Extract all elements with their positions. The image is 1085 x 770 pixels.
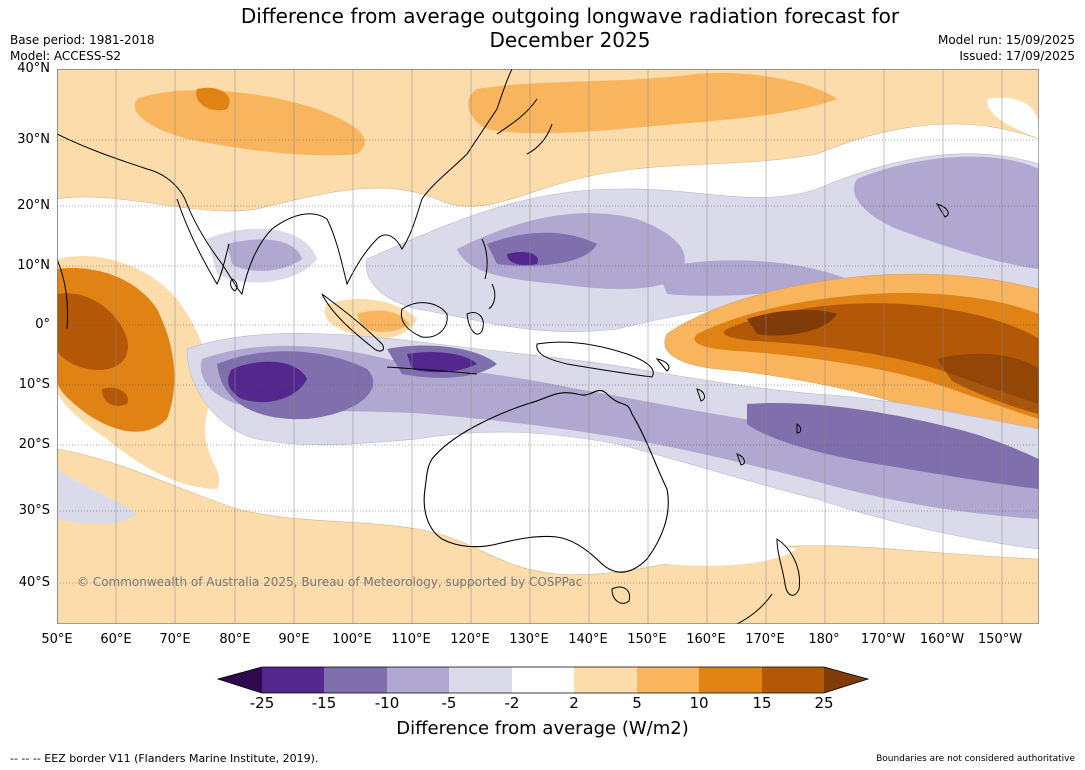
lon-label-70e: 70°E [159,632,191,647]
base-period: Base period: 1981-2018 [10,33,155,47]
lon-label-130e: 130°E [509,632,549,647]
lon-label-80e: 80°E [219,632,251,647]
run-info: Model run: 15/09/2025 Issued: 17/09/2025 [938,32,1075,64]
legend-tick: 2 [569,694,579,712]
base-info: Base period: 1981-2018 Model: ACCESS-S2 [10,32,155,64]
legend-colorbar [216,666,870,694]
lat-label-20n: 20°N [17,198,50,213]
lon-label-170e: 170°E [745,632,785,647]
legend-tick: -15 [311,694,337,712]
model-name: Model: ACCESS-S2 [10,49,122,63]
lat-label-40n: 40°N [17,61,50,76]
lon-label-170w: 170°W [860,632,906,647]
legend-tick: -25 [249,694,275,712]
lat-label-10n: 10°N [17,258,50,273]
lat-label-40s: 40°S [18,575,50,590]
lon-label-160w: 160°W [919,632,965,647]
lon-label-180: 180° [808,632,840,647]
legend-swatch-2-2 [512,667,574,693]
legend-swatch-5-10 [637,667,699,693]
lon-label-150e: 150°E [627,632,667,647]
legend-swatch-10-5 [387,667,449,693]
legend-swatch-15-25 [762,667,824,693]
map-title: Difference from average outgoing longwav… [0,4,1085,52]
legend-swatch-10-15 [699,667,762,693]
lon-label-150w: 150°W [977,632,1023,647]
legend-swatch-2-5 [574,667,637,693]
legend-tick: -2 [504,694,520,712]
legend-title: Difference from average (W/m2) [396,718,689,739]
title-line-2: December 2025 [489,28,651,52]
copyright-notice: © Commonwealth of Australia 2025, Bureau… [77,575,583,589]
lon-label-140e: 140°E [568,632,608,647]
legend-tick: -5 [441,694,457,712]
legend-swatch-5-2 [449,667,512,693]
forecast-map: © Commonwealth of Australia 2025, Bureau… [57,69,1039,624]
eez-border-note: -- -- -- EEZ border V11 (Flanders Marine… [10,752,319,765]
title-line-1: Difference from average outgoing longwav… [240,4,900,28]
legend-tick: 25 [814,694,834,712]
legend-swatch-25-15 [262,667,324,693]
lon-label-120e: 120°E [450,632,490,647]
legend-tick: 10 [689,694,709,712]
lat-label-equator: 0° [35,317,50,332]
lat-label-30s: 30°S [18,503,50,518]
legend-swatch-15-10 [324,667,387,693]
lat-label-30n: 30°N [17,132,50,147]
issued-date: Issued: 17/09/2025 [959,49,1075,63]
lon-label-100e: 100°E [332,632,372,647]
lon-label-160e: 160°E [686,632,726,647]
model-run-date: Model run: 15/09/2025 [937,33,1075,47]
legend-swatch-above-25 [824,667,868,693]
legend-tick: -10 [374,694,400,712]
lon-label-110e: 110°E [391,632,431,647]
lon-label-90e: 90°E [278,632,310,647]
legend-tick: 15 [752,694,772,712]
lat-label-20s: 20°S [18,437,50,452]
boundaries-disclaimer: Boundaries are not considered authoritat… [876,754,1075,764]
legend-tick: 5 [632,694,642,712]
legend-swatch-below-25 [218,667,262,693]
lon-label-60e: 60°E [100,632,132,647]
map-canvas [57,69,1039,624]
lat-label-10s: 10°S [18,377,50,392]
lon-label-50e: 50°E [41,632,73,647]
